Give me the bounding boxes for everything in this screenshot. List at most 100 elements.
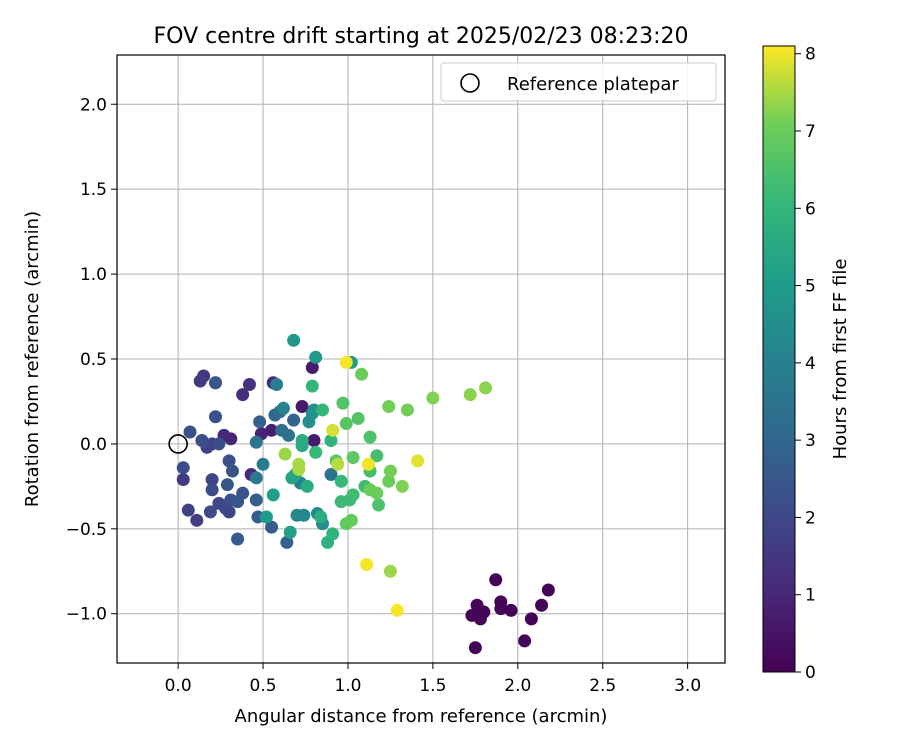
data-point [314, 510, 328, 524]
y-tick-label: 0.0 [80, 435, 107, 455]
data-point [370, 449, 384, 463]
data-point [305, 379, 319, 393]
colorbar-tick-label: 6 [805, 199, 816, 219]
data-point [270, 377, 284, 391]
colorbar-label: Hours from first FF file [830, 259, 851, 460]
data-point [339, 355, 353, 369]
y-tick-label: 2.0 [80, 95, 107, 115]
data-point [382, 400, 396, 414]
data-point [295, 400, 309, 414]
data-point [287, 333, 301, 347]
data-point [334, 474, 348, 488]
legend: Reference platepar [440, 62, 717, 102]
data-point [176, 473, 190, 487]
x-tick-label: 2.5 [589, 676, 616, 696]
colorbar-tick-label: 0 [805, 663, 816, 683]
data-point [205, 483, 219, 497]
data-point [336, 396, 350, 410]
colorbar-gradient [762, 45, 796, 673]
legend-label: Reference platepar [507, 74, 679, 95]
y-axis-ticks: −1.0 −0.5 0.0 0.5 1.0 1.5 2.0 [66, 95, 117, 625]
data-point [504, 603, 518, 617]
data-point [372, 498, 386, 512]
data-point [209, 376, 223, 390]
data-point [231, 532, 245, 546]
data-point [383, 464, 397, 478]
data-point [290, 508, 304, 522]
data-point [203, 505, 217, 519]
data-point [265, 520, 279, 534]
data-point [292, 457, 306, 471]
data-point [524, 612, 538, 626]
x-axis-label: Angular distance from reference (arcmin) [235, 706, 608, 727]
y-tick-label: 1.0 [80, 265, 107, 285]
y-tick-label: 0.5 [80, 350, 107, 370]
chart-title: FOV centre drift starting at 2025/02/23 … [154, 24, 689, 49]
colorbar-tick-label: 1 [805, 586, 816, 606]
data-point [278, 447, 292, 461]
data-point [225, 464, 239, 478]
data-point [479, 381, 493, 395]
x-tick-label: 3.0 [674, 676, 701, 696]
data-point [344, 513, 358, 527]
data-point [220, 478, 234, 492]
data-point [287, 413, 301, 427]
data-point [256, 457, 270, 471]
legend-box [440, 62, 717, 102]
data-point [468, 641, 482, 655]
colorbar-tick-label: 2 [805, 508, 816, 528]
colorbar-tick-label: 4 [805, 354, 816, 374]
data-point [361, 457, 375, 471]
data-point [326, 527, 340, 541]
plot-area: 0.0 0.5 1.0 1.5 2.0 2.5 3.0 −1.0 −0.5 0.0 0.5 1.0 1… [66, 54, 726, 696]
data-point [363, 430, 377, 444]
data-points [176, 333, 555, 655]
x-tick-label: 1.5 [419, 676, 446, 696]
data-point [295, 434, 309, 448]
data-point [236, 388, 250, 402]
data-point [253, 415, 267, 429]
data-point [249, 435, 263, 449]
data-point [249, 471, 263, 485]
data-point [212, 437, 226, 451]
colorbar: 0 1 2 3 4 5 6 7 8 Hours from first FF file [762, 45, 851, 683]
x-tick-label: 2.0 [504, 676, 531, 696]
colorbar-tick-label: 7 [805, 122, 816, 142]
data-point [236, 486, 250, 500]
data-point [535, 598, 549, 612]
legend-reference-icon [460, 73, 480, 93]
reference-marker [168, 434, 188, 454]
data-point [463, 388, 477, 402]
data-point [363, 483, 377, 497]
data-point [309, 350, 323, 364]
data-point [195, 434, 209, 448]
colorbar-tick-label: 5 [805, 277, 816, 297]
data-point [346, 488, 360, 502]
y-tick-label: −0.5 [66, 520, 107, 540]
colorbar-tick-label: 3 [805, 431, 816, 451]
data-point [324, 467, 338, 481]
data-point [265, 423, 279, 437]
data-point [300, 479, 314, 493]
data-point [181, 503, 195, 517]
y-axis-label: Rotation from reference (arcmin) [22, 211, 43, 507]
data-point [355, 367, 369, 381]
data-point [205, 473, 219, 487]
data-point [280, 535, 294, 549]
colorbar-ticks: 0 1 2 3 4 5 6 7 8 [795, 45, 816, 683]
data-point [249, 493, 263, 507]
data-point [222, 454, 236, 468]
data-point [209, 410, 223, 424]
data-point [212, 496, 226, 510]
data-point [259, 510, 273, 524]
data-point [400, 403, 414, 417]
data-point [331, 457, 345, 471]
data-point [339, 417, 353, 431]
data-point [390, 603, 404, 617]
data-point [326, 423, 340, 437]
data-point [541, 583, 555, 597]
data-point [282, 428, 296, 442]
data-point [351, 411, 365, 425]
grid [117, 55, 725, 663]
